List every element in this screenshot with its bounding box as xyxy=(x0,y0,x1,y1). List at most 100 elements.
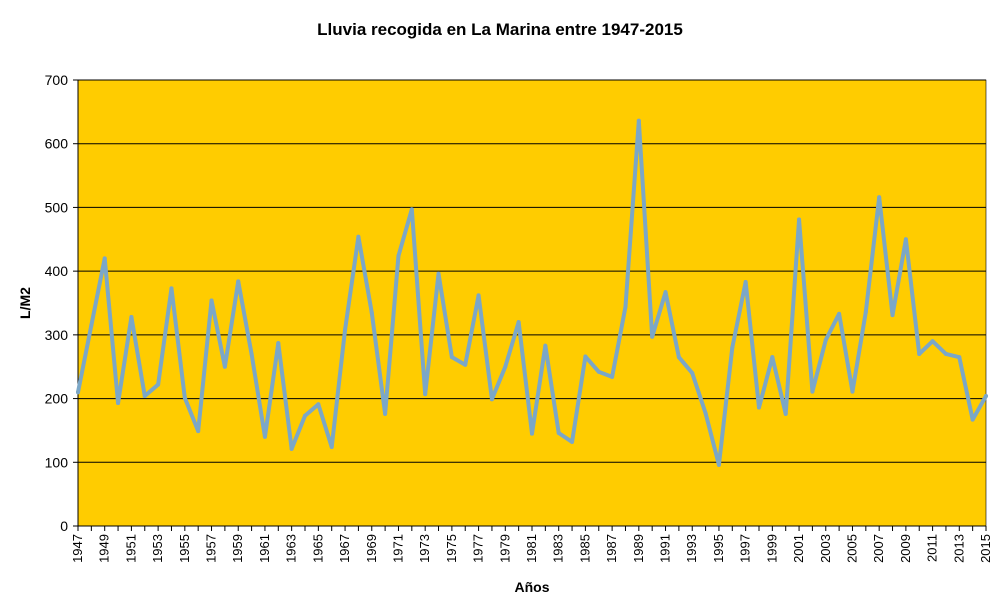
data-point xyxy=(89,323,94,328)
x-tick-label: 1981 xyxy=(524,534,539,563)
data-point xyxy=(636,118,641,123)
x-tick-label: 2013 xyxy=(951,534,966,563)
data-point xyxy=(316,402,321,407)
y-tick-labels: 0 100 200 300 400 500 600 700 xyxy=(45,72,69,534)
data-point xyxy=(770,355,775,360)
x-tick-label: 1951 xyxy=(123,534,138,563)
x-tick-label: 1999 xyxy=(764,534,779,563)
y-tick-label: 200 xyxy=(45,391,69,407)
x-tick-label: 1965 xyxy=(310,534,325,563)
y-axis-label: L/M2 xyxy=(17,287,33,319)
x-tick-label: 1961 xyxy=(257,534,272,563)
data-point xyxy=(423,392,428,397)
data-point xyxy=(236,279,241,284)
x-tick-label: 1985 xyxy=(577,534,592,563)
y-tick-label: 400 xyxy=(45,263,69,279)
data-point xyxy=(663,290,668,295)
x-tick-label: 1947 xyxy=(70,534,85,563)
x-tick-label: 2005 xyxy=(844,534,859,563)
data-point xyxy=(396,253,401,258)
data-point xyxy=(249,351,254,356)
data-point xyxy=(369,310,374,315)
x-tick-label: 1953 xyxy=(150,534,165,563)
data-point xyxy=(596,369,601,374)
data-point xyxy=(182,395,187,400)
data-point xyxy=(890,313,895,318)
data-point xyxy=(436,271,441,276)
data-point xyxy=(449,355,454,360)
data-point xyxy=(690,371,695,376)
x-tick-label: 1987 xyxy=(604,534,619,563)
chart-title: Lluvia recogida en La Marina entre 1947-… xyxy=(317,20,683,39)
x-tick-label: 1979 xyxy=(497,534,512,563)
y-tick-label: 0 xyxy=(60,518,68,534)
x-axis-label: Años xyxy=(515,579,550,595)
y-tick-label: 600 xyxy=(45,136,69,152)
data-point xyxy=(262,434,267,439)
data-point xyxy=(783,411,788,416)
x-tick-label: 2003 xyxy=(818,534,833,563)
axes xyxy=(73,79,987,531)
data-point xyxy=(984,394,988,399)
data-point xyxy=(76,390,80,395)
x-tick-label: 1959 xyxy=(230,534,245,563)
data-point xyxy=(463,362,468,367)
data-point xyxy=(877,195,882,200)
data-point xyxy=(196,429,201,434)
data-point xyxy=(156,382,161,387)
data-point xyxy=(903,237,908,242)
series-layer xyxy=(76,118,988,467)
y-tick-label: 500 xyxy=(45,199,69,215)
data-point xyxy=(116,401,121,406)
data-point xyxy=(409,207,414,212)
data-point xyxy=(102,256,107,261)
y-tick-label: 100 xyxy=(45,454,69,470)
data-point xyxy=(209,298,214,303)
data-point xyxy=(797,217,802,222)
data-point xyxy=(716,462,721,467)
data-point xyxy=(943,351,948,356)
data-point xyxy=(343,327,348,332)
x-tick-label: 2015 xyxy=(978,534,993,563)
x-tick-labels: 1947 1949 1951 1953 1955 1957 1959 1961 1963 1965… xyxy=(70,534,993,563)
data-point xyxy=(503,364,508,369)
data-point xyxy=(516,320,521,325)
data-point xyxy=(129,315,134,320)
x-tick-label: 1993 xyxy=(684,534,699,563)
x-tick-label: 1977 xyxy=(471,534,486,563)
data-point xyxy=(917,351,922,356)
data-point xyxy=(623,304,628,309)
x-tick-label: 1991 xyxy=(658,534,673,563)
data-point xyxy=(743,279,748,284)
x-tick-label: 1967 xyxy=(337,534,352,563)
data-point xyxy=(823,337,828,342)
data-point xyxy=(476,293,481,298)
data-point xyxy=(329,444,334,449)
x-tick-label: 2001 xyxy=(791,534,806,563)
x-tick-label: 1983 xyxy=(551,534,566,563)
data-point xyxy=(556,430,561,435)
data-point xyxy=(757,405,761,410)
data-point xyxy=(850,389,855,394)
x-tick-label: 1963 xyxy=(284,534,299,563)
y-tick-label: 300 xyxy=(45,327,69,343)
x-tick-label: 1973 xyxy=(417,534,432,563)
data-point xyxy=(142,394,147,399)
data-point xyxy=(530,431,534,436)
data-point xyxy=(570,439,575,444)
x-tick-label: 2007 xyxy=(871,534,886,563)
data-point xyxy=(730,345,735,350)
x-tick-label: 1997 xyxy=(738,534,753,563)
data-point xyxy=(930,339,935,344)
data-point xyxy=(356,234,361,239)
data-point xyxy=(289,446,294,451)
data-point xyxy=(383,411,388,416)
data-point xyxy=(676,355,681,360)
data-point xyxy=(837,311,842,316)
data-point xyxy=(650,334,655,339)
x-tick-label: 1975 xyxy=(444,534,459,563)
x-tick-label: 1969 xyxy=(364,534,379,563)
data-point xyxy=(957,355,962,360)
